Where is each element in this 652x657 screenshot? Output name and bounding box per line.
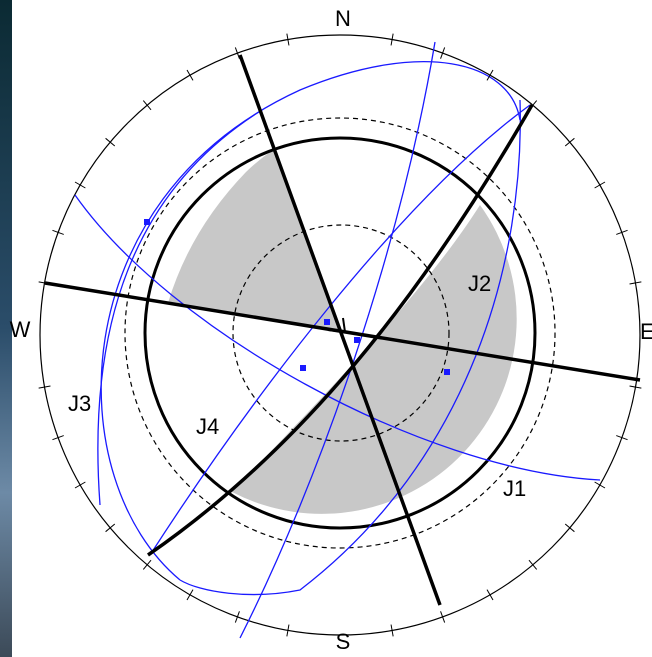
tick <box>234 611 240 623</box>
pole <box>354 337 360 343</box>
shaded-region <box>168 150 339 330</box>
tick <box>564 137 575 147</box>
great-circle <box>97 109 263 506</box>
great-circle <box>239 41 436 639</box>
pole <box>324 319 330 325</box>
tick <box>74 181 86 189</box>
tick <box>528 559 538 570</box>
tick <box>486 589 494 601</box>
tick <box>74 481 86 489</box>
tick <box>234 47 240 59</box>
tick <box>52 229 64 235</box>
poles <box>144 219 450 375</box>
tick <box>105 523 116 533</box>
tick <box>286 33 290 46</box>
primitive-circle <box>39 34 641 636</box>
pole <box>144 219 150 225</box>
west-label: W <box>10 317 31 342</box>
tick <box>186 69 194 81</box>
tick <box>142 100 152 111</box>
tick <box>286 624 290 637</box>
shaded-region <box>232 205 517 514</box>
joint-label: J1 <box>503 476 526 501</box>
north-label: N <box>335 6 351 31</box>
tick <box>486 69 494 81</box>
great-circle <box>179 99 521 596</box>
tick <box>52 435 64 441</box>
tick <box>616 229 628 235</box>
tick <box>629 385 642 389</box>
tick <box>38 281 51 285</box>
slope-line <box>147 104 534 557</box>
tick <box>105 137 116 147</box>
tick <box>616 435 628 441</box>
pole <box>300 365 306 371</box>
joint-label: J2 <box>468 271 491 296</box>
tick <box>440 611 446 623</box>
center-marker <box>327 317 347 334</box>
tick <box>564 523 575 533</box>
tick <box>38 385 51 389</box>
tick <box>629 281 642 285</box>
great-circle <box>149 104 531 556</box>
dashed-circle <box>124 117 556 549</box>
tick <box>186 589 194 601</box>
tick <box>594 481 606 489</box>
great-circle <box>100 61 521 581</box>
east-label: E <box>640 319 652 344</box>
tick <box>528 100 538 111</box>
south-label: S <box>336 629 351 654</box>
pole <box>444 369 450 375</box>
tick <box>390 624 394 637</box>
great-circle <box>74 194 601 481</box>
background-strip <box>0 0 12 657</box>
friction-circle <box>143 136 537 530</box>
joint-label: J3 <box>68 391 91 416</box>
tick <box>390 33 394 46</box>
joint-label: J4 <box>196 414 219 439</box>
tick <box>142 559 152 570</box>
ticks <box>38 33 642 637</box>
tick <box>440 47 446 59</box>
dashed-circle <box>232 224 450 442</box>
tick <box>594 181 606 189</box>
